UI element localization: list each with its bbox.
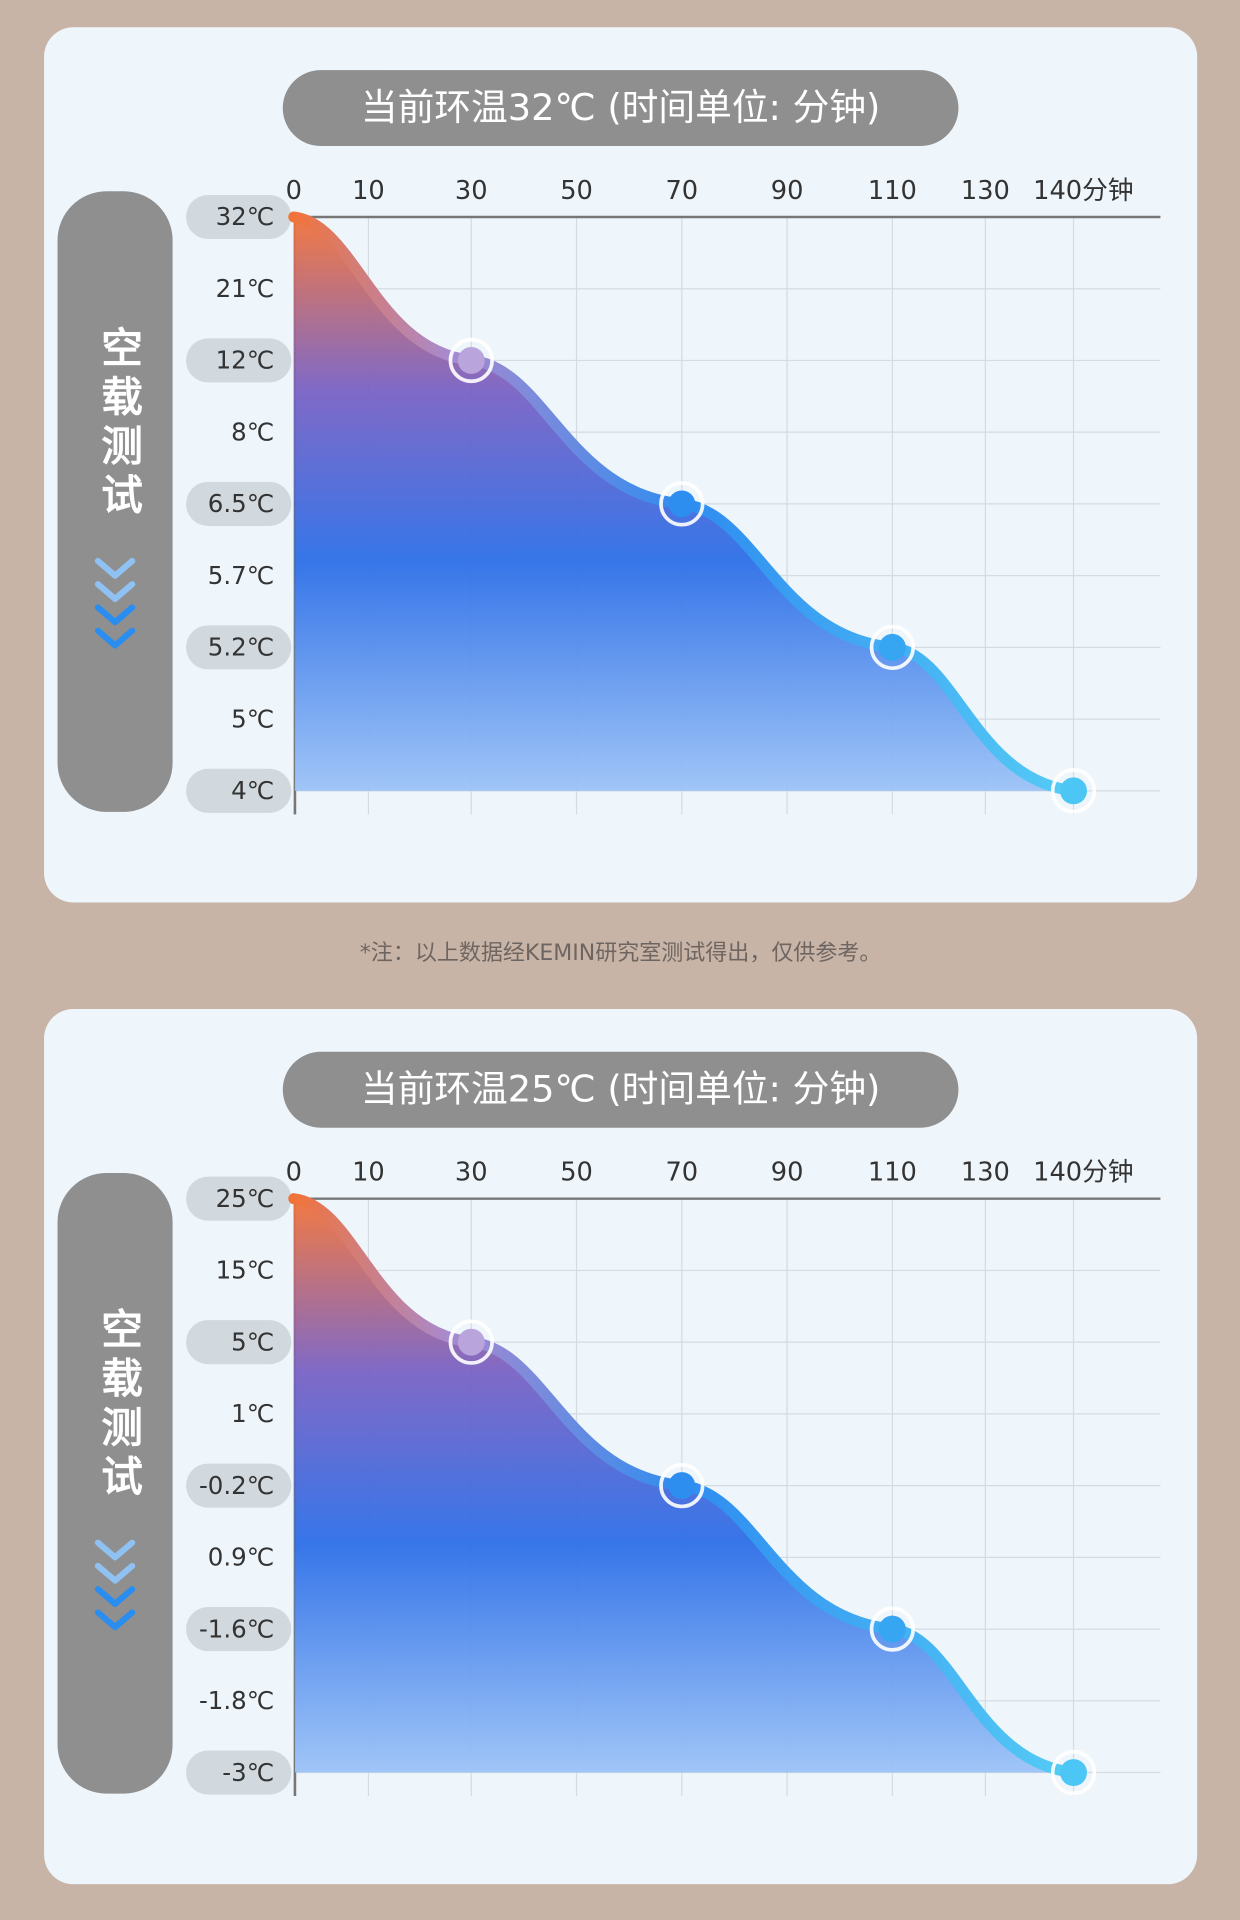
- panel: 当前环温32℃ (时间单位: 分钟) 空载测试 0 10 30 50 70 90 110 130 1…: [44, 27, 1198, 903]
- y-tick-label: -3℃: [222, 1758, 274, 1787]
- y-tick-label: 8℃: [231, 417, 274, 446]
- y-tick-label: -1.6℃: [199, 1614, 274, 1643]
- marker-halo: [1050, 768, 1097, 814]
- marker-halo: [659, 481, 705, 527]
- marker-halo: [659, 1462, 705, 1509]
- y-tick-label: 32℃: [216, 202, 275, 231]
- x-tick-label: 70: [665, 1157, 698, 1187]
- y-tick-label: 21℃: [216, 274, 275, 303]
- y-tick-label: 15℃: [216, 1256, 275, 1285]
- side-pill: [57, 191, 173, 812]
- x-tick-label: 10: [352, 176, 385, 206]
- x-tick-label: 130: [961, 1157, 1010, 1187]
- x-tick-label: 90: [771, 176, 804, 206]
- y-tick-label: 5℃: [231, 1327, 274, 1356]
- y-label-pill: [186, 338, 292, 383]
- marker-halo: [448, 337, 494, 384]
- x-tick-label: 0: [286, 176, 302, 206]
- y-label-pill: [186, 1320, 292, 1365]
- title-pill: [282, 1051, 959, 1128]
- chevron: [94, 1609, 136, 1631]
- panel: 当前环温25℃ (时间单位: 分钟) 空载测试 0 10 30 50 70 90 110 130 1…: [44, 1008, 1198, 1885]
- chevron: [94, 581, 136, 602]
- marker: [878, 633, 906, 661]
- y-tick-label: 0.9℃: [208, 1543, 274, 1572]
- footnote: *注：以上数据经KEMIN研究室测试得出，仅供参考。: [360, 941, 882, 966]
- y-tick-label: 12℃: [216, 346, 275, 375]
- marker: [457, 346, 485, 374]
- x-tick-label: 110: [868, 176, 917, 206]
- marker: [668, 490, 696, 518]
- x-tick-label: 140分钟: [1033, 176, 1133, 206]
- y-tick-label: 6.5℃: [208, 489, 274, 518]
- x-tick-label: 130: [961, 176, 1010, 206]
- x-tick-label: 140分钟: [1033, 1157, 1133, 1187]
- x-tick-label: 110: [868, 1157, 917, 1187]
- marker: [457, 1328, 485, 1356]
- y-label-pill: [186, 481, 292, 526]
- y-tick-label: 1℃: [231, 1399, 274, 1428]
- y-tick-label: -0.2℃: [199, 1471, 274, 1500]
- marker-halo: [448, 1319, 494, 1365]
- panel-title: 当前环温32℃ (时间单位: 分钟): [361, 86, 881, 129]
- side-label: 空载测试: [94, 1307, 143, 1503]
- y-label-pill: [186, 625, 292, 670]
- panel-title: 当前环温25℃ (时间单位: 分钟): [361, 1067, 881, 1110]
- x-tick-label: 70: [665, 176, 698, 206]
- y-label-pill: [186, 1463, 292, 1508]
- x-tick-label: 50: [560, 1157, 593, 1187]
- x-tick-label: 10: [352, 1157, 385, 1187]
- x-tick-label: 30: [455, 176, 488, 206]
- y-label-pill: [186, 194, 292, 240]
- chevron: [94, 1562, 136, 1584]
- x-tick-label: 0: [286, 1157, 302, 1187]
- chevron: [94, 1586, 136, 1607]
- y-tick-label: 5.2℃: [208, 633, 274, 662]
- x-tick-label: 30: [455, 1157, 488, 1187]
- y-tick-label: 5.7℃: [208, 561, 274, 590]
- x-tick-label: 90: [771, 1157, 804, 1187]
- chevron: [94, 1539, 136, 1561]
- chevron: [94, 604, 136, 626]
- marker: [1060, 1759, 1087, 1787]
- marker-halo: [1050, 1749, 1097, 1796]
- chevron: [94, 627, 136, 649]
- marker: [668, 1472, 696, 1500]
- y-tick-label: 4℃: [231, 776, 274, 805]
- title-pill: [282, 70, 959, 146]
- y-label-pill: [186, 1607, 292, 1652]
- side-pill: [57, 1172, 173, 1794]
- x-tick-label: 50: [560, 176, 593, 206]
- y-label-pill: [186, 1176, 292, 1221]
- marker-halo: [869, 624, 916, 671]
- y-label-pill: [186, 768, 292, 813]
- marker-halo: [869, 1606, 916, 1652]
- y-label-pill: [186, 1750, 292, 1795]
- marker: [1060, 777, 1087, 805]
- side-label: 空载测试: [94, 326, 143, 522]
- y-tick-label: -1.8℃: [199, 1686, 274, 1715]
- marker: [878, 1615, 906, 1643]
- y-tick-label: 25℃: [216, 1184, 275, 1213]
- chevron: [94, 557, 136, 579]
- y-tick-label: 5℃: [231, 704, 274, 733]
